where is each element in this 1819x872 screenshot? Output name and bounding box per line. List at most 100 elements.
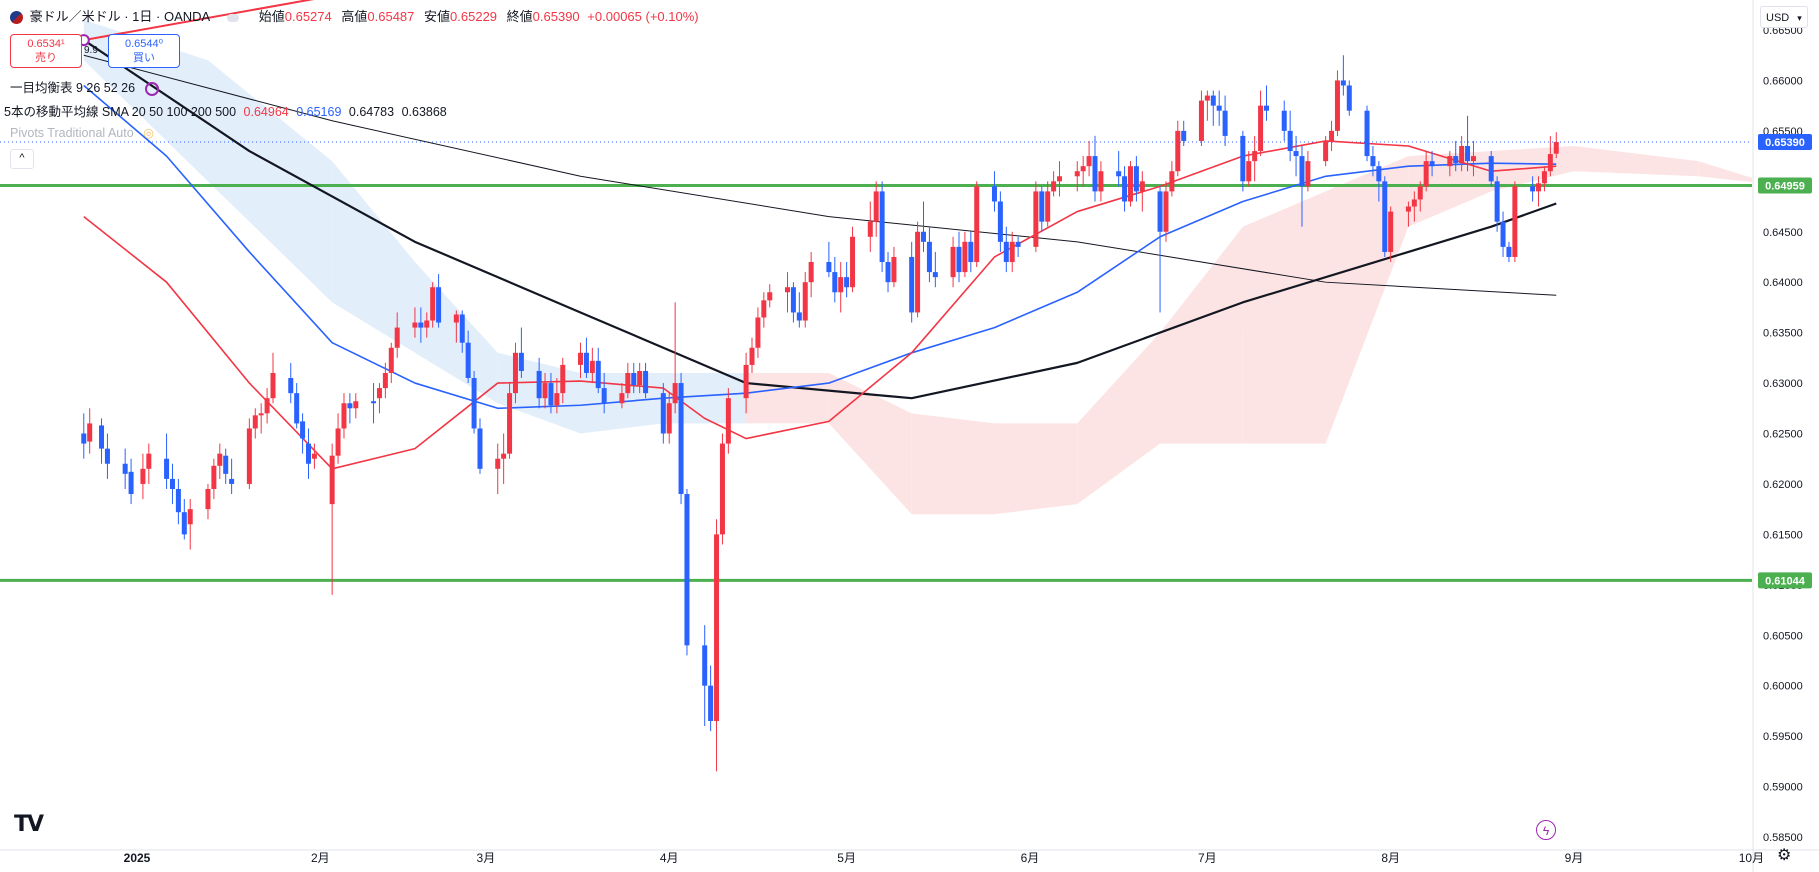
lightning-icon[interactable]: ϟ	[1536, 820, 1556, 840]
sma100-line	[83, 39, 1557, 400]
trend-line	[83, 0, 315, 42]
candle-body	[660, 393, 666, 434]
candle-body	[991, 186, 997, 202]
candle-body	[164, 458, 170, 479]
spread-value: 9.9	[84, 45, 98, 56]
sma-legend[interactable]: 5本の移動平均線 SMA 20 50 100 200 500 0.64964 0…	[4, 101, 447, 120]
y-tick-label: 0.60500	[1763, 630, 1803, 642]
candle-body	[300, 421, 306, 439]
candle-body	[1334, 80, 1340, 131]
candle-body	[1009, 241, 1015, 263]
candle-body	[382, 372, 388, 389]
candle-body	[1127, 166, 1133, 202]
y-tick-label: 0.59000	[1763, 782, 1803, 794]
candle-body	[1210, 95, 1216, 106]
y-tick-label: 0.58500	[1763, 832, 1803, 844]
candle-body	[1423, 161, 1429, 187]
y-tick-label: 0.63000	[1763, 378, 1803, 390]
buy-price: 0.6544⁰	[124, 38, 164, 50]
candle-body	[790, 287, 796, 313]
sell-price: 0.6534¹	[27, 38, 65, 50]
candle-body	[335, 428, 341, 456]
currency-dropdown[interactable]: USD ▾	[1760, 6, 1808, 28]
hline-price-label: 0.61044	[1765, 575, 1806, 587]
candle-body	[1447, 156, 1453, 167]
candle-body	[1175, 130, 1181, 172]
x-tick-label: 4月	[660, 851, 679, 865]
candle-body	[1506, 246, 1512, 257]
tradingview-logo[interactable]: TV	[14, 812, 44, 837]
settings-icon[interactable]: ⚙	[1777, 847, 1792, 864]
candle-body	[1246, 161, 1252, 182]
ichimoku-cloud-segment	[207, 60, 333, 303]
candle-body	[1045, 191, 1051, 222]
candle-body	[1512, 186, 1518, 257]
candle-body	[1198, 100, 1204, 141]
candle-body	[1417, 186, 1423, 200]
candle-body	[1181, 130, 1187, 141]
ichimoku-cloud-segment	[994, 423, 1078, 515]
candle-body	[1305, 161, 1311, 187]
candle-body	[1553, 141, 1559, 154]
plot-area	[0, 0, 1752, 772]
candle-body	[1370, 156, 1376, 167]
candle-body	[1500, 221, 1506, 247]
candle-body	[1541, 171, 1547, 184]
ichimoku-cloud-segment	[663, 372, 747, 424]
sell-button[interactable]: 0.6534¹ 売り	[10, 34, 82, 68]
candle-body	[1453, 156, 1459, 164]
ichimoku-cloud-segment	[1408, 151, 1492, 227]
candle-body	[1098, 171, 1104, 192]
candle-body	[329, 455, 335, 505]
candle-body	[1122, 176, 1128, 202]
candle-body	[542, 383, 548, 399]
candle-body	[507, 393, 513, 454]
candle-body	[702, 645, 708, 686]
sma20-line	[83, 140, 1557, 470]
collapse-legend-button[interactable]: ^	[10, 149, 34, 169]
ichimoku-cloud-segment	[332, 161, 415, 353]
candle-body	[755, 317, 761, 348]
candle-body	[264, 398, 270, 414]
ichimoku-settings-icon[interactable]	[144, 81, 159, 96]
candle-body	[371, 401, 377, 404]
ichimoku-legend[interactable]: 一目均衡表 9 26 52 26	[10, 77, 159, 96]
candle-body	[341, 403, 347, 429]
sma100-value: 0.64783	[348, 105, 395, 119]
candle-body	[465, 342, 471, 379]
candle-body	[217, 453, 223, 466]
sma200-value: 0.63868	[401, 105, 447, 119]
candle-body	[1364, 110, 1370, 157]
symbol-title[interactable]: 豪ドル／米ドル · 1日 · OANDA	[29, 9, 210, 24]
candle-body	[252, 415, 258, 429]
hidden-eye-icon[interactable]: ◎	[143, 126, 155, 140]
pivots-legend[interactable]: Pivots Traditional Auto ◎	[10, 125, 154, 140]
candle-body	[1080, 166, 1086, 172]
candle-body	[294, 393, 300, 424]
candle-body	[619, 393, 625, 404]
candle-body	[743, 364, 749, 399]
candle-body	[1293, 151, 1299, 157]
y-tick-label: 0.61500	[1763, 529, 1803, 541]
ichimoku-cloud-segment	[1077, 332, 1161, 505]
candle-body	[583, 352, 589, 373]
x-tick-label: 6月	[1021, 851, 1040, 865]
candle-body	[1051, 181, 1057, 192]
candle-body	[353, 401, 359, 409]
legend-menu-icon[interactable]	[227, 13, 240, 22]
candle-body	[1429, 161, 1435, 167]
candle-body	[672, 383, 678, 404]
candle-body	[684, 494, 690, 646]
candle-body	[1204, 95, 1210, 101]
buy-button[interactable]: 0.6544⁰ 買い	[108, 34, 180, 68]
candle-body	[1057, 176, 1063, 182]
sma50-line	[83, 84, 1557, 410]
candle-body	[796, 312, 802, 321]
hline-price-label: 0.64959	[1765, 180, 1805, 192]
candle-body	[1547, 154, 1553, 172]
ichimoku-cloud-segment	[1698, 161, 1752, 183]
candle-body	[1133, 166, 1139, 192]
candle-body	[1252, 151, 1258, 162]
candle-body	[921, 231, 927, 242]
